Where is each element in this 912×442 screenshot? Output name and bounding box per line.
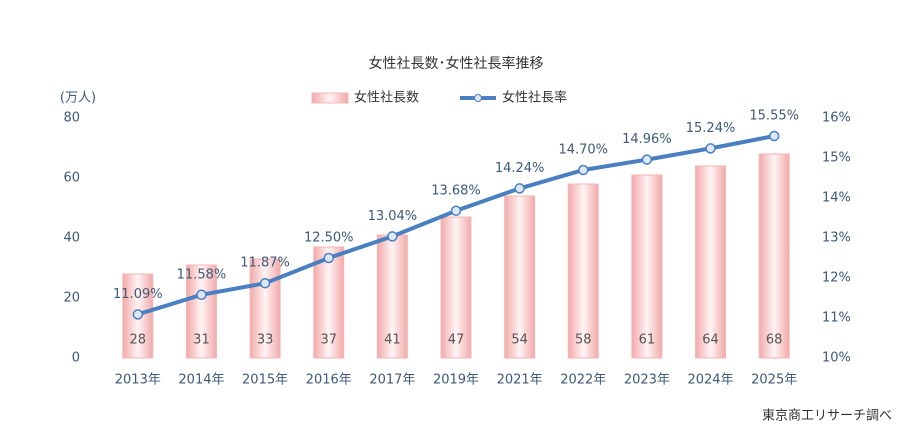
line-point xyxy=(132,309,144,320)
x-tick-label: 2019年 xyxy=(433,373,479,388)
bar xyxy=(249,258,281,359)
line-point xyxy=(641,154,653,165)
line-value-label: 15.24% xyxy=(686,121,736,136)
bar-value-label: 41 xyxy=(384,333,401,348)
x-tick-label: 2017年 xyxy=(369,373,415,388)
bar-value-label: 54 xyxy=(511,333,528,348)
x-tick-label: 2024年 xyxy=(687,373,733,388)
line-point xyxy=(196,289,207,301)
line-point xyxy=(387,231,398,242)
line-value-label: 13.68% xyxy=(431,183,481,198)
y2-tick-label: 16% xyxy=(822,111,851,126)
bar-value-label: 64 xyxy=(702,333,719,348)
y2-tick-label: 15% xyxy=(822,151,851,166)
bar xyxy=(313,246,345,359)
bar-value-label: 47 xyxy=(448,333,465,348)
bar-value-label: 37 xyxy=(320,333,337,348)
x-tick-label: 2014年 xyxy=(178,373,224,388)
y-tick-label: 20 xyxy=(63,291,80,306)
x-tick-label: 2015年 xyxy=(242,373,288,388)
x-tick-label: 2025年 xyxy=(751,373,797,388)
bar xyxy=(695,165,727,359)
y-tick-label: 80 xyxy=(63,111,80,126)
bar xyxy=(758,153,790,359)
bar xyxy=(631,174,663,359)
source-note: 東京商工リサーチ調べ xyxy=(762,408,892,424)
y-axis-label: (万人) xyxy=(60,91,96,106)
x-tick-label: 2021年 xyxy=(497,373,543,388)
y2-tick-label: 14% xyxy=(822,191,851,206)
line-value-label: 12.50% xyxy=(304,231,354,246)
line-point xyxy=(578,164,589,176)
y-tick-label: 40 xyxy=(63,231,80,246)
bar xyxy=(376,234,408,359)
legend-swatch xyxy=(311,92,349,104)
x-tick-label: 2013年 xyxy=(115,373,161,388)
line-point xyxy=(323,252,334,264)
y2-tick-label: 11% xyxy=(822,311,851,326)
x-tick-label: 2016年 xyxy=(306,373,352,388)
legend-label: 女性社長率 xyxy=(502,90,567,106)
bar xyxy=(504,195,536,359)
x-tick-label: 2023年 xyxy=(624,373,670,388)
line-value-label: 11.87% xyxy=(240,256,290,271)
line-point xyxy=(259,277,271,289)
y2-tick-label: 12% xyxy=(822,271,851,286)
line-point xyxy=(514,183,525,194)
y-tick-label: 0 xyxy=(72,351,80,366)
bar-value-label: 58 xyxy=(575,333,592,348)
chart-title: 女性社長数･女性社長率推移 xyxy=(369,55,544,72)
bar-value-label: 33 xyxy=(257,333,274,348)
legend-label: 女性社長数 xyxy=(354,90,419,106)
bar-value-label: 68 xyxy=(766,333,783,348)
bar xyxy=(567,183,599,359)
y-tick-label: 60 xyxy=(63,171,80,186)
legend-marker xyxy=(474,94,482,102)
line-value-label: 13.04% xyxy=(368,209,418,224)
line-value-label: 11.09% xyxy=(113,287,163,302)
line-value-label: 15.55% xyxy=(749,109,799,124)
line-value-label: 14.24% xyxy=(495,161,545,176)
y2-tick-label: 10% xyxy=(822,351,851,366)
bar xyxy=(185,264,217,359)
line-value-label: 14.96% xyxy=(622,132,672,147)
bar-value-label: 31 xyxy=(193,333,210,348)
bar-value-label: 61 xyxy=(639,333,656,348)
line-value-label: 14.70% xyxy=(558,143,608,158)
line-point xyxy=(768,130,780,142)
x-tick-label: 2022年 xyxy=(560,373,606,388)
bar-value-label: 28 xyxy=(130,333,147,348)
line-value-label: 11.58% xyxy=(177,267,227,282)
bar xyxy=(440,216,472,359)
y2-tick-label: 13% xyxy=(822,231,851,246)
line-point xyxy=(705,143,716,154)
line-point xyxy=(450,205,462,217)
